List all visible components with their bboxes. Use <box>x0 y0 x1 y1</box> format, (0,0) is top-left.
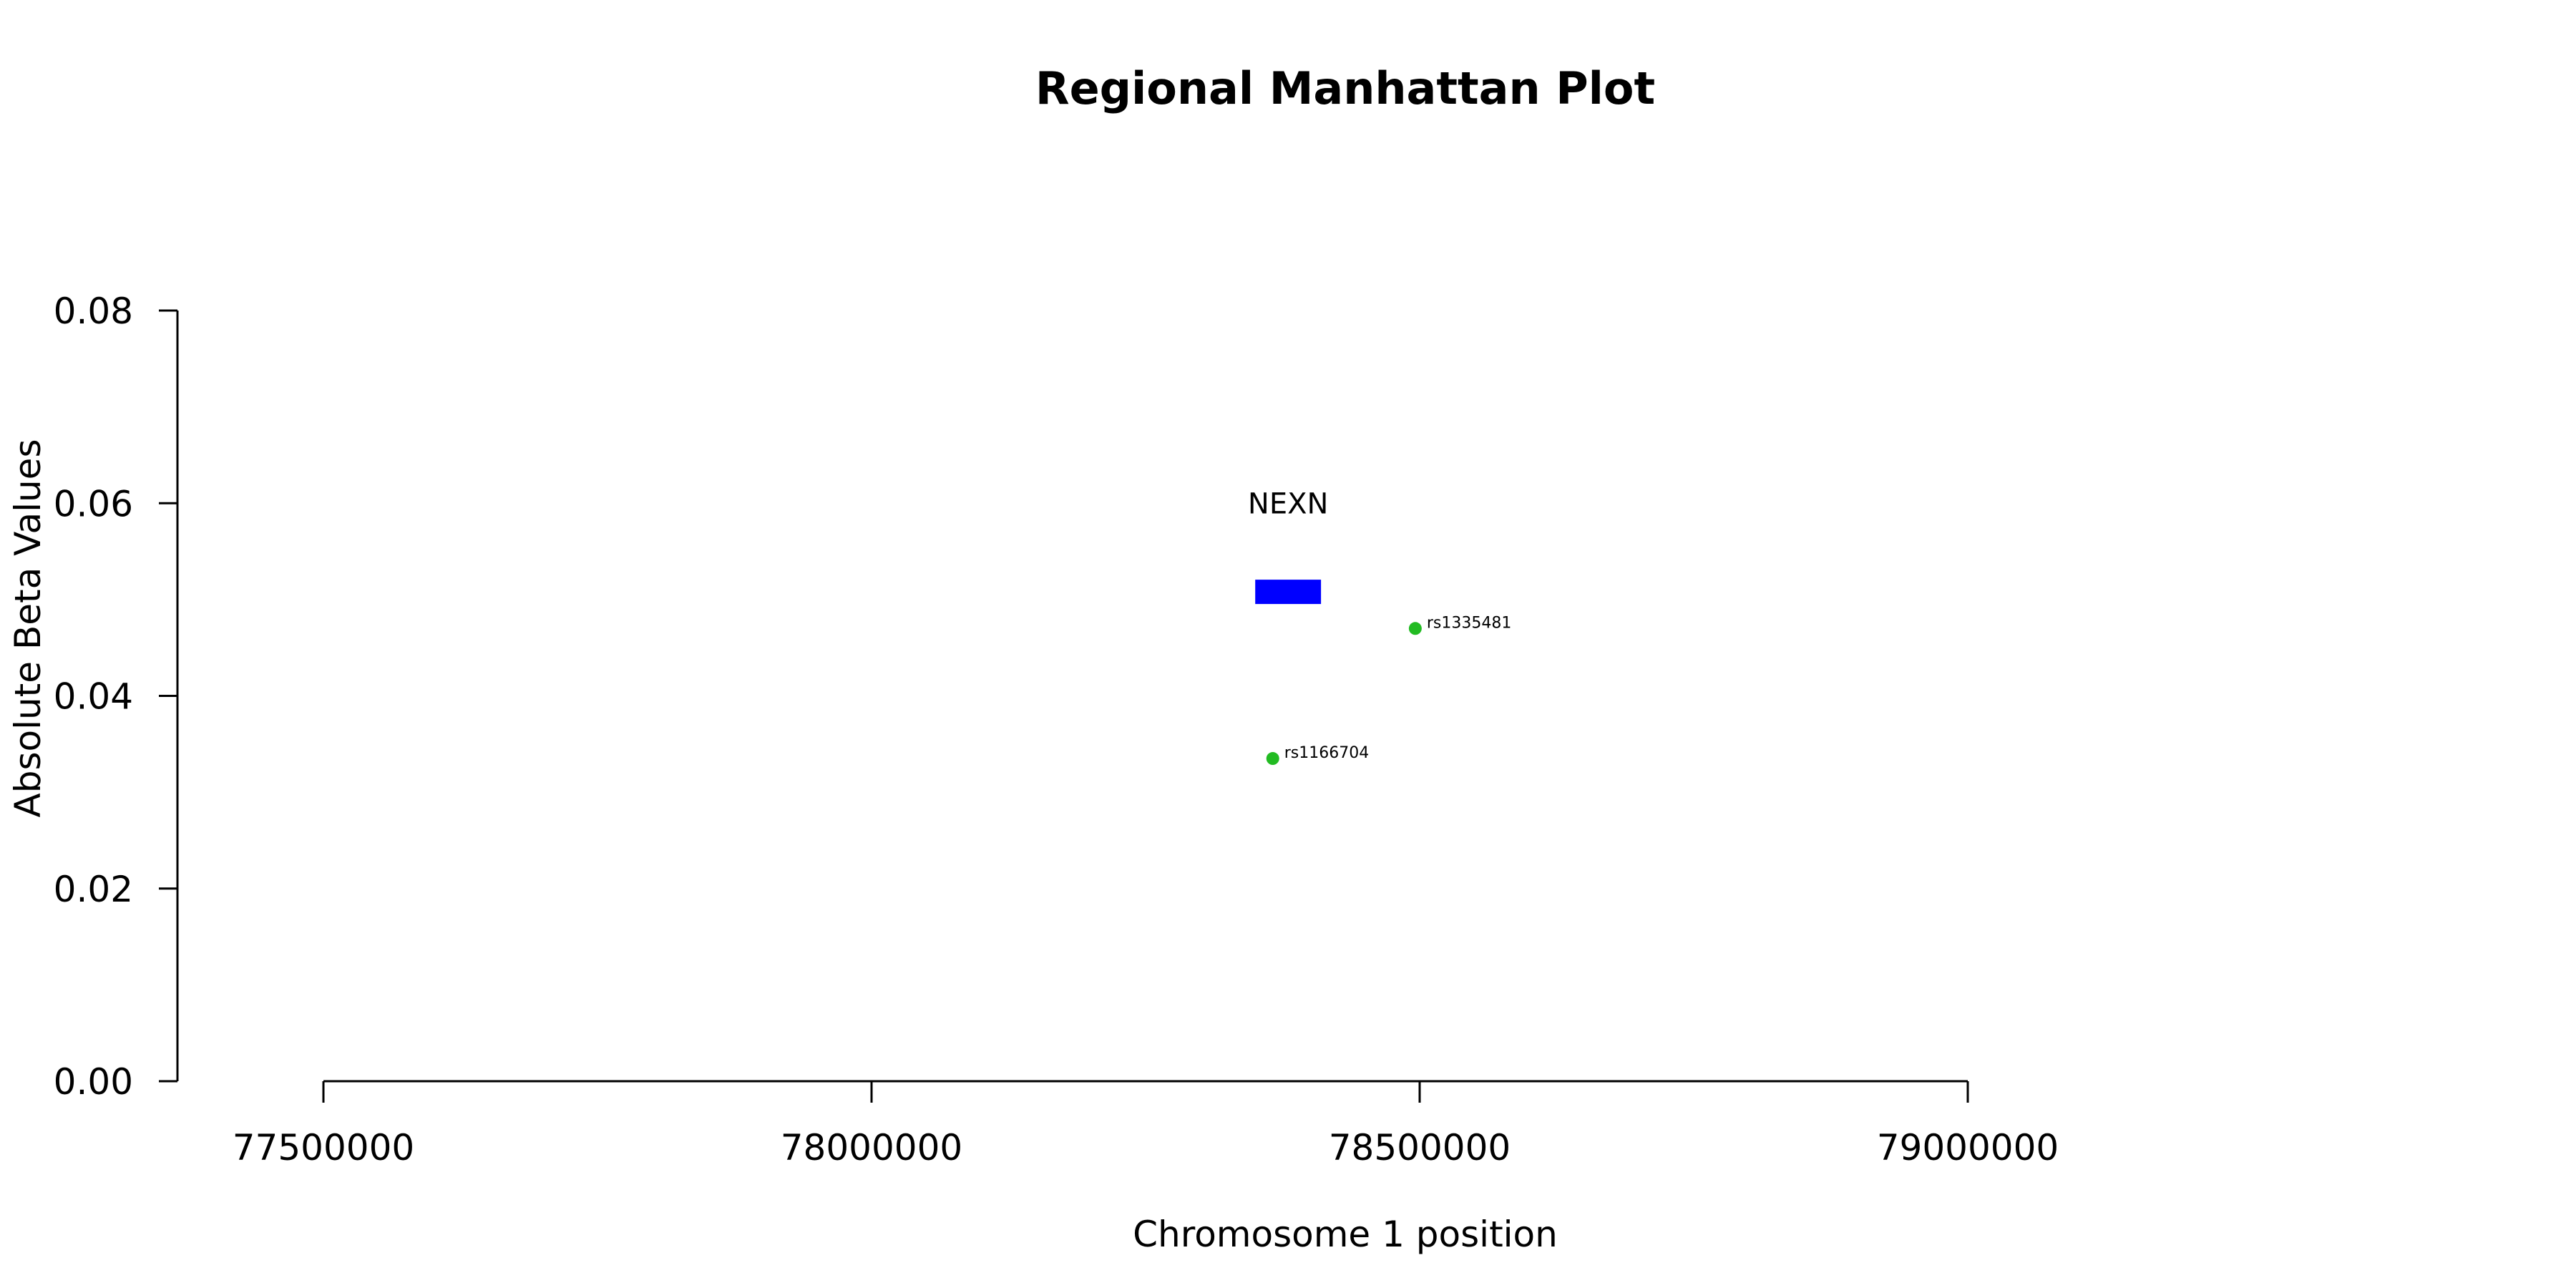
snp-point <box>1408 622 1422 635</box>
x-axis-label: Chromosome 1 position <box>1133 1214 1558 1255</box>
y-axis: 0.00 0.02 0.04 0.06 0.08 <box>54 291 179 1103</box>
gene-bar <box>1255 580 1322 605</box>
snp-label: rs1335481 <box>1427 614 1512 632</box>
y-tick-label: 0.00 <box>54 1061 133 1103</box>
y-tick-label: 0.02 <box>54 869 133 910</box>
y-axis-label: Absolute Beta Values <box>7 439 49 818</box>
x-tick-label: 79000000 <box>1877 1127 2059 1169</box>
snp-point <box>1266 752 1279 766</box>
gene-track: NEXN <box>1248 487 1329 605</box>
y-tick-label: 0.08 <box>54 291 133 332</box>
x-tick-label: 78000000 <box>781 1127 963 1169</box>
x-tick-label: 77500000 <box>233 1127 415 1169</box>
y-tick-label: 0.04 <box>54 676 133 718</box>
x-tick-label: 78500000 <box>1329 1127 1511 1169</box>
x-axis: 77500000 78000000 78500000 79000000 <box>233 1080 2059 1169</box>
gene-label: NEXN <box>1248 487 1329 520</box>
snp-points: rs1335481 rs1166704 <box>1266 614 1512 766</box>
chart-title: Regional Manhattan Plot <box>1035 62 1655 114</box>
y-tick-label: 0.06 <box>54 483 133 525</box>
snp-label: rs1166704 <box>1284 744 1370 762</box>
